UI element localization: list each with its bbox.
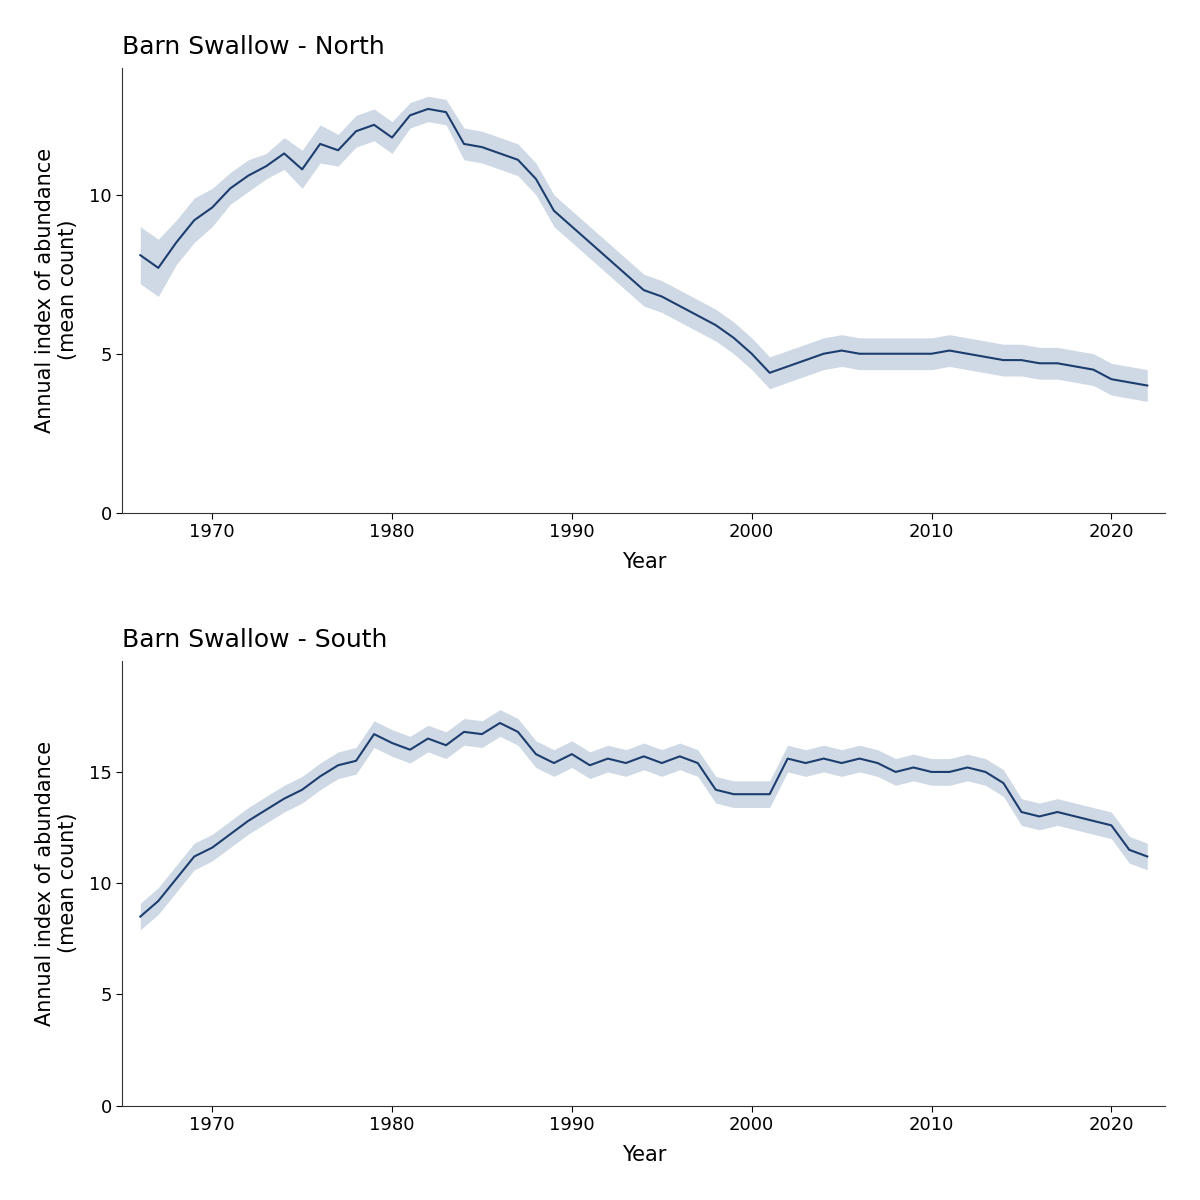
Text: Barn Swallow - South: Barn Swallow - South <box>122 628 388 652</box>
Text: Barn Swallow - North: Barn Swallow - North <box>122 35 385 59</box>
X-axis label: Year: Year <box>622 552 666 572</box>
Y-axis label: Annual index of abundance
(mean count): Annual index of abundance (mean count) <box>35 148 78 433</box>
Y-axis label: Annual index of abundance
(mean count): Annual index of abundance (mean count) <box>35 740 78 1026</box>
X-axis label: Year: Year <box>622 1145 666 1165</box>
